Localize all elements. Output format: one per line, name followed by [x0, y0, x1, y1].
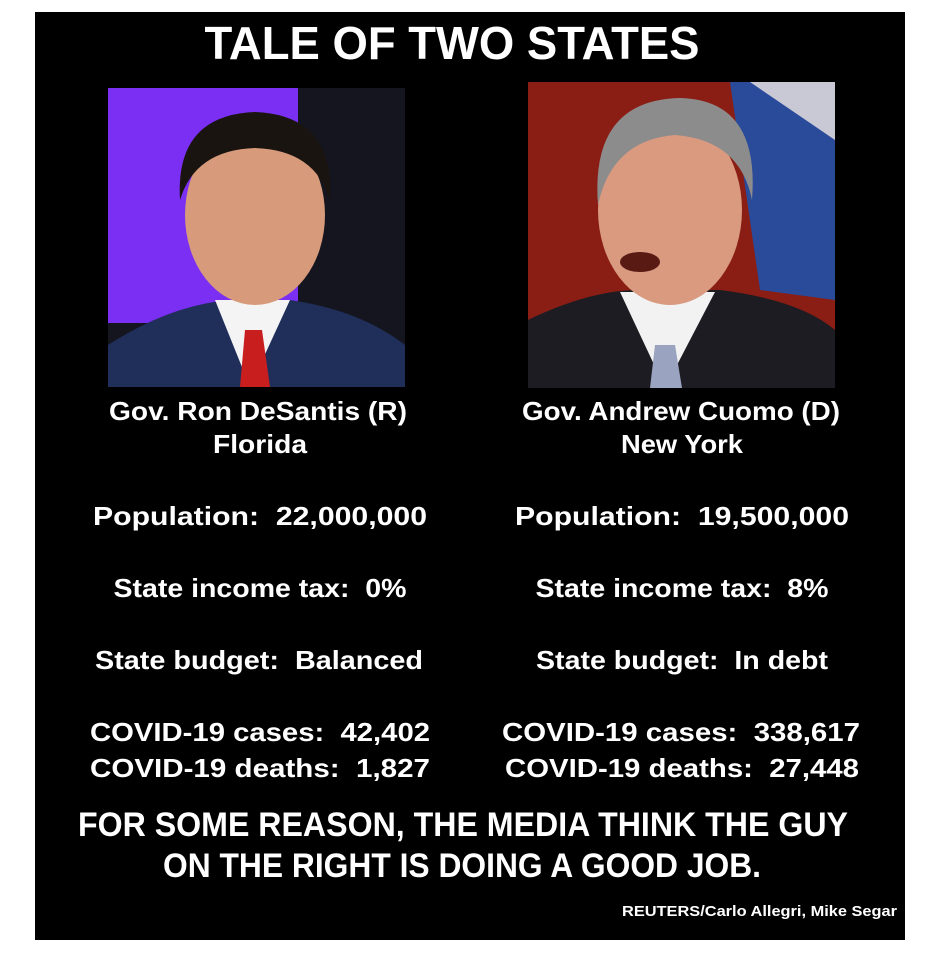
stat-line: COVID-19 cases: 338,617	[502, 717, 860, 747]
stat-line: State budget: In debt	[536, 645, 828, 675]
photo-credit: REUTERS/Carlo Allegri, Mike Segar	[622, 903, 897, 920]
title: TALE OF TWO STATES	[205, 17, 700, 69]
stat-line: State income tax: 0%	[114, 573, 407, 603]
stat-line: State budget: Balanced	[95, 645, 423, 675]
stat-line: State income tax: 8%	[536, 573, 829, 603]
stat-line: COVID-19 cases: 42,402	[90, 717, 430, 747]
stat-line: Population: 19,500,000	[515, 501, 849, 531]
governor-name: Gov. Andrew Cuomo (D)	[522, 396, 840, 426]
state-name: Florida	[213, 429, 308, 459]
governor-name: Gov. Ron DeSantis (R)	[109, 396, 407, 426]
stat-line: COVID-19 deaths: 27,448	[505, 753, 859, 783]
left-photo	[108, 88, 405, 387]
stat-line: COVID-19 deaths: 1,827	[90, 753, 430, 783]
state-name: New York	[621, 429, 744, 459]
right-photo	[528, 82, 835, 388]
footer-line: FOR SOME REASON, THE MEDIA THINK THE GUY	[78, 806, 848, 844]
footer-line: ON THE RIGHT IS DOING A GOOD JOB.	[163, 847, 761, 885]
stat-line: Population: 22,000,000	[93, 501, 427, 531]
